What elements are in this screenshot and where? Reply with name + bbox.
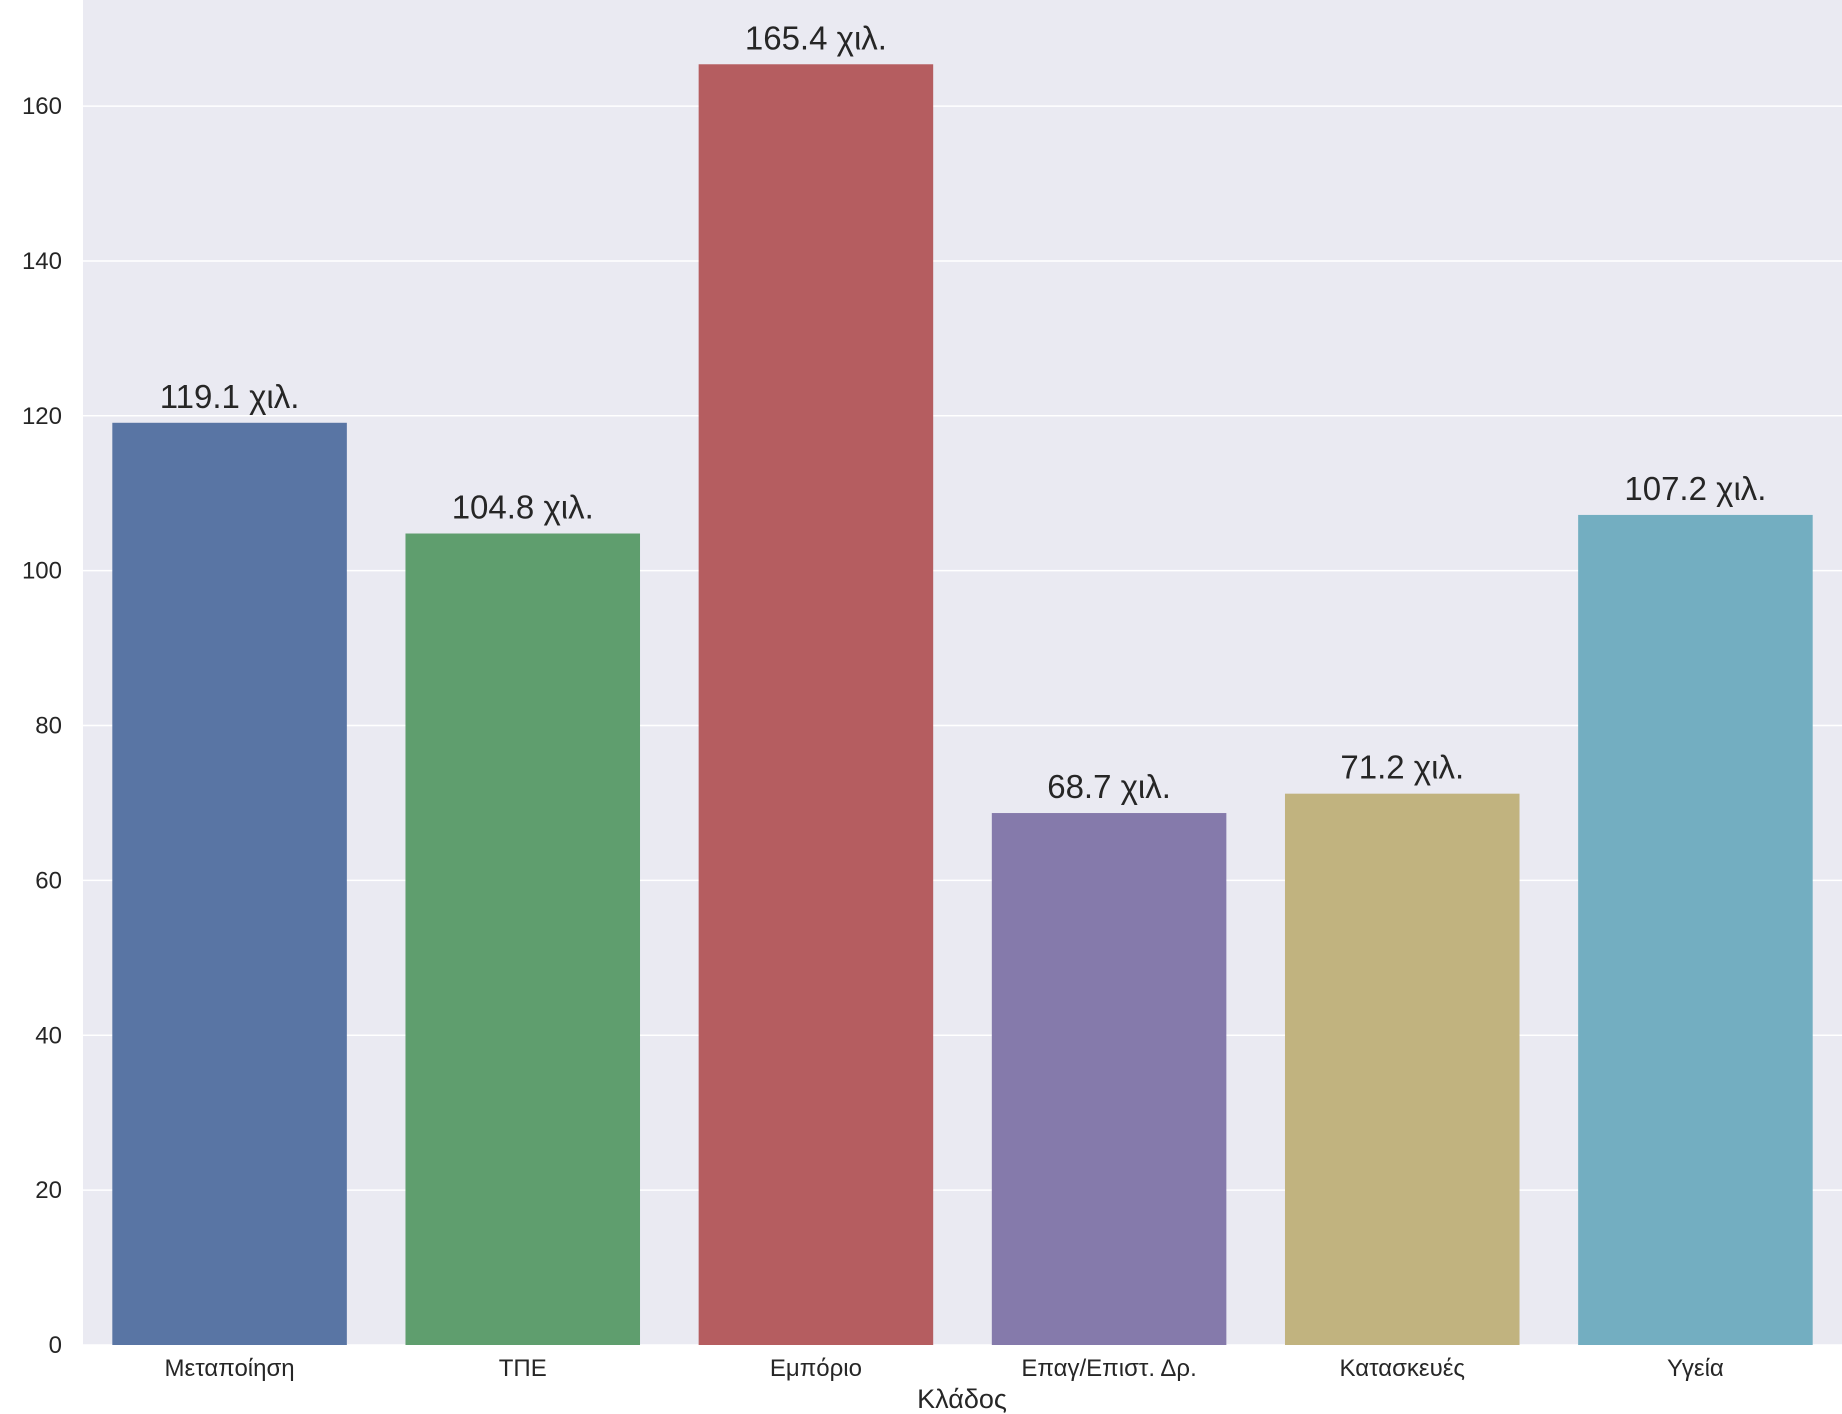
- y-tick-label: 80: [35, 713, 62, 740]
- bar: [1284, 793, 1520, 1345]
- y-tick-label: 100: [22, 558, 62, 585]
- bar: [405, 533, 641, 1345]
- bar-value-label: 107.2 χιλ.: [1624, 470, 1766, 507]
- y-tick-label: 0: [49, 1332, 62, 1359]
- bar-value-label: 71.2 χιλ.: [1340, 749, 1464, 786]
- bar: [1578, 514, 1813, 1345]
- bar-value-label: 104.8 χιλ.: [452, 489, 594, 526]
- y-tick-label: 140: [22, 248, 62, 275]
- bar: [112, 422, 347, 1346]
- x-tick-label: Κατασκευές: [1339, 1355, 1465, 1382]
- x-tick-label: Μεταποίηση: [165, 1355, 295, 1382]
- bar: [698, 64, 934, 1346]
- bar-value-label: 119.1 χιλ.: [160, 378, 300, 415]
- y-tick-label: 20: [35, 1177, 62, 1204]
- bar: [991, 813, 1227, 1345]
- bar-value-label: 68.7 χιλ.: [1047, 768, 1171, 805]
- x-tick-label: Επαγ/Επιστ. Δρ.: [1021, 1355, 1196, 1382]
- x-tick-label: Υγεία: [1667, 1355, 1724, 1382]
- x-tick-label: ΤΠΕ: [499, 1355, 547, 1382]
- plot-area: [83, 0, 1842, 1345]
- y-tick-label: 120: [22, 403, 62, 430]
- bar-value-label: 165.4 χιλ.: [745, 19, 887, 56]
- y-tick-label: 60: [35, 867, 62, 894]
- x-tick-label: Εμπόριο: [770, 1355, 862, 1382]
- y-tick-label: 40: [35, 1022, 62, 1049]
- y-tick-label: 160: [22, 93, 62, 120]
- x-axis-title: Κλάδος: [917, 1384, 1007, 1414]
